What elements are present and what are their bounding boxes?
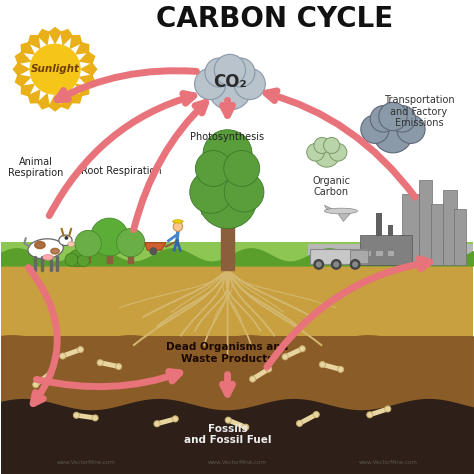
FancyBboxPatch shape bbox=[388, 225, 393, 265]
Circle shape bbox=[331, 260, 341, 269]
Circle shape bbox=[195, 151, 231, 186]
Polygon shape bbox=[12, 63, 30, 76]
Polygon shape bbox=[78, 74, 95, 87]
Polygon shape bbox=[48, 27, 62, 45]
Text: CARBON CYCLE: CARBON CYCLE bbox=[156, 5, 393, 34]
Circle shape bbox=[324, 137, 340, 154]
Ellipse shape bbox=[28, 239, 63, 259]
Polygon shape bbox=[21, 42, 35, 55]
Polygon shape bbox=[145, 243, 166, 250]
Circle shape bbox=[299, 346, 305, 352]
Circle shape bbox=[317, 262, 321, 267]
FancyBboxPatch shape bbox=[388, 251, 394, 256]
Circle shape bbox=[350, 260, 360, 269]
Ellipse shape bbox=[35, 241, 45, 248]
Ellipse shape bbox=[43, 255, 53, 260]
Circle shape bbox=[397, 115, 425, 144]
Text: www.VectorMine.com: www.VectorMine.com bbox=[208, 460, 266, 465]
Circle shape bbox=[65, 237, 68, 239]
Circle shape bbox=[154, 421, 160, 427]
Circle shape bbox=[208, 66, 252, 110]
Polygon shape bbox=[75, 84, 90, 97]
Text: Organic
Carbon: Organic Carbon bbox=[312, 175, 350, 197]
Circle shape bbox=[173, 222, 182, 231]
FancyBboxPatch shape bbox=[400, 235, 405, 265]
Circle shape bbox=[205, 58, 234, 87]
Circle shape bbox=[190, 171, 232, 213]
Text: Fossils
and Fossil Fuel: Fossils and Fossil Fuel bbox=[184, 424, 271, 446]
Circle shape bbox=[117, 228, 145, 257]
Circle shape bbox=[337, 366, 344, 373]
Circle shape bbox=[92, 415, 98, 421]
Circle shape bbox=[225, 417, 231, 423]
Polygon shape bbox=[78, 51, 95, 64]
FancyBboxPatch shape bbox=[221, 204, 234, 270]
FancyBboxPatch shape bbox=[0, 256, 474, 341]
Circle shape bbox=[172, 416, 178, 422]
Circle shape bbox=[226, 58, 255, 87]
Polygon shape bbox=[27, 89, 41, 104]
Text: Root Respiration: Root Respiration bbox=[81, 166, 162, 176]
Circle shape bbox=[200, 148, 255, 203]
FancyBboxPatch shape bbox=[402, 194, 419, 265]
Polygon shape bbox=[15, 51, 32, 64]
Circle shape bbox=[69, 250, 86, 267]
Circle shape bbox=[75, 230, 101, 257]
Circle shape bbox=[250, 376, 255, 382]
Circle shape bbox=[198, 170, 257, 228]
Circle shape bbox=[353, 262, 357, 267]
Text: Animal
Respiration: Animal Respiration bbox=[9, 156, 64, 178]
Circle shape bbox=[203, 130, 252, 179]
FancyBboxPatch shape bbox=[365, 251, 371, 256]
FancyBboxPatch shape bbox=[128, 243, 133, 263]
Circle shape bbox=[65, 253, 78, 266]
Polygon shape bbox=[70, 89, 82, 104]
Text: CO₂: CO₂ bbox=[213, 73, 247, 91]
Polygon shape bbox=[75, 42, 90, 55]
Polygon shape bbox=[37, 29, 50, 46]
FancyBboxPatch shape bbox=[0, 336, 474, 407]
Circle shape bbox=[224, 172, 264, 212]
Polygon shape bbox=[324, 205, 331, 211]
FancyBboxPatch shape bbox=[350, 250, 368, 263]
Text: www.VectorMine.com: www.VectorMine.com bbox=[56, 460, 115, 465]
Ellipse shape bbox=[51, 248, 59, 254]
Circle shape bbox=[116, 364, 122, 370]
FancyBboxPatch shape bbox=[107, 237, 112, 263]
Circle shape bbox=[373, 113, 413, 153]
Polygon shape bbox=[48, 94, 62, 112]
Circle shape bbox=[314, 141, 340, 167]
Circle shape bbox=[313, 411, 319, 418]
FancyBboxPatch shape bbox=[310, 249, 367, 264]
Circle shape bbox=[234, 68, 265, 100]
Circle shape bbox=[314, 137, 330, 154]
Circle shape bbox=[30, 45, 80, 94]
Circle shape bbox=[329, 144, 347, 161]
Circle shape bbox=[314, 260, 323, 269]
Circle shape bbox=[194, 68, 226, 100]
Circle shape bbox=[385, 406, 391, 412]
Text: Sunlight: Sunlight bbox=[30, 64, 80, 74]
Circle shape bbox=[307, 144, 324, 161]
FancyBboxPatch shape bbox=[308, 244, 474, 265]
Polygon shape bbox=[27, 35, 41, 49]
FancyBboxPatch shape bbox=[455, 209, 466, 265]
Circle shape bbox=[361, 115, 389, 144]
Circle shape bbox=[224, 151, 260, 186]
Ellipse shape bbox=[324, 208, 357, 214]
Text: Photosynthesis: Photosynthesis bbox=[191, 132, 264, 142]
Circle shape bbox=[91, 218, 128, 256]
Polygon shape bbox=[70, 35, 82, 49]
Circle shape bbox=[334, 262, 338, 267]
FancyBboxPatch shape bbox=[86, 244, 91, 262]
FancyBboxPatch shape bbox=[431, 204, 443, 265]
FancyBboxPatch shape bbox=[443, 190, 457, 265]
Circle shape bbox=[370, 106, 397, 132]
Polygon shape bbox=[80, 63, 98, 76]
Circle shape bbox=[97, 360, 103, 365]
Circle shape bbox=[77, 346, 83, 353]
Circle shape bbox=[297, 420, 302, 427]
Ellipse shape bbox=[68, 242, 74, 246]
Ellipse shape bbox=[173, 220, 183, 223]
